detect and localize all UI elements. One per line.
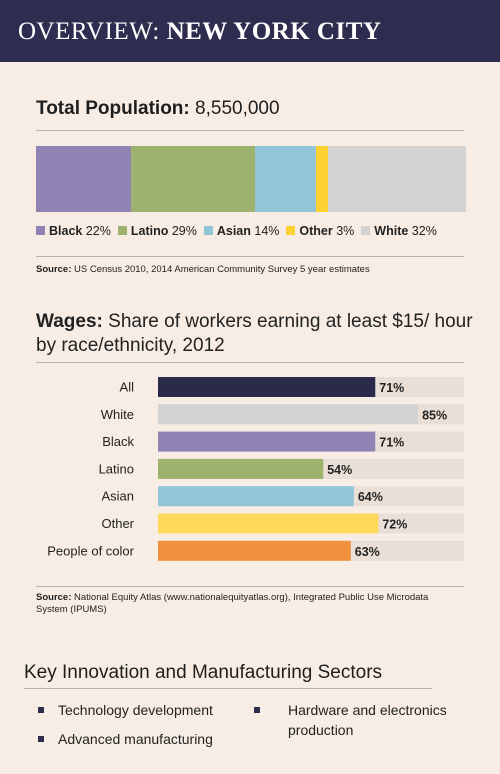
divider bbox=[36, 256, 464, 257]
value-label: 85% bbox=[422, 408, 447, 422]
page-title: OVERVIEW: NEW YORK CITY bbox=[18, 18, 382, 45]
category-label: All bbox=[120, 380, 135, 395]
bar-black bbox=[158, 431, 376, 452]
legend-swatch bbox=[36, 226, 45, 235]
divider bbox=[36, 586, 464, 587]
bullet-icon bbox=[38, 707, 44, 713]
legend-swatch bbox=[361, 226, 371, 235]
category-label: People of color bbox=[47, 543, 134, 558]
population-legend: Black 22% Latino 29% Asian 14% Other 3% Whit… bbox=[36, 224, 444, 238]
legend-item-latino: Latino 29% bbox=[117, 224, 197, 238]
bar-track bbox=[158, 540, 464, 561]
legend-value: 29% bbox=[168, 224, 197, 238]
value-label: 71% bbox=[379, 381, 404, 395]
category-label: White bbox=[101, 407, 134, 422]
legend-label: White bbox=[374, 224, 409, 238]
bullet-icon bbox=[254, 707, 260, 713]
bar-asian bbox=[158, 486, 354, 507]
sector-item: Advanced manufacturing bbox=[58, 731, 213, 747]
legend-swatch bbox=[286, 226, 296, 235]
population-segment-latino bbox=[130, 146, 256, 212]
legend-swatch bbox=[203, 226, 213, 235]
bar-track bbox=[158, 404, 464, 425]
wages-title: Wages: Share of workers earning at least… bbox=[36, 311, 473, 356]
bullet-icon bbox=[38, 736, 44, 742]
divider bbox=[36, 362, 464, 363]
value-label: 54% bbox=[327, 463, 352, 477]
bar-white bbox=[158, 404, 419, 425]
legend-label: Other bbox=[299, 224, 333, 238]
bar-other bbox=[158, 513, 379, 534]
category-label: Black bbox=[102, 434, 134, 449]
sector-item: Technology development bbox=[58, 702, 213, 718]
legend-label: Asian bbox=[216, 224, 251, 238]
legend-item-asian: Asian 14% bbox=[203, 224, 280, 238]
sector-item: Hardware and electronics production bbox=[288, 702, 447, 738]
bar-track bbox=[158, 458, 464, 479]
bar-track bbox=[158, 486, 464, 507]
bar-people-of-color bbox=[158, 540, 351, 561]
bar-all bbox=[158, 377, 376, 397]
divider bbox=[24, 688, 432, 689]
legend-value: 3% bbox=[332, 224, 355, 238]
bar-track bbox=[158, 377, 464, 397]
legend-item-other: Other 3% bbox=[286, 224, 354, 238]
header-bar: OVERVIEW: NEW YORK CITY bbox=[0, 0, 500, 62]
category-label: Latino bbox=[99, 461, 134, 476]
bar-latino bbox=[158, 458, 324, 479]
category-label: Asian bbox=[101, 489, 134, 504]
value-label: 71% bbox=[379, 436, 404, 450]
divider bbox=[36, 130, 464, 131]
bar-track bbox=[158, 513, 464, 534]
population-stacked-bar bbox=[36, 146, 467, 212]
legend-value: 22% bbox=[82, 224, 111, 238]
value-label: 72% bbox=[382, 518, 407, 532]
legend-item-white: White 32% bbox=[361, 224, 437, 238]
legend-swatch bbox=[117, 226, 127, 235]
legend-value: 14% bbox=[250, 224, 280, 238]
legend-label: Black bbox=[49, 224, 83, 238]
population-segment-other bbox=[315, 146, 329, 212]
legend-value: 32% bbox=[408, 224, 437, 238]
legend-label: Latino bbox=[130, 224, 169, 238]
population-source: Source: US Census 2010, 2014 American Co… bbox=[36, 264, 370, 275]
value-label: 63% bbox=[355, 545, 380, 559]
population-value: 8,550,000 bbox=[195, 98, 280, 119]
sectors-title: Key Innovation and Manufacturing Sectors bbox=[24, 662, 383, 683]
population-title: Total Population: 8,550,000 bbox=[36, 98, 280, 119]
value-label: 64% bbox=[358, 490, 383, 504]
category-label: Other bbox=[101, 516, 134, 531]
bar-track bbox=[158, 431, 464, 452]
population-segment-black bbox=[36, 146, 132, 212]
population-segment-asian bbox=[255, 146, 316, 212]
population-segment-white bbox=[328, 146, 467, 212]
wages-source: Source: National Equity Atlas (www.natio… bbox=[36, 592, 429, 615]
legend-item-black: Black 22% bbox=[36, 224, 111, 238]
